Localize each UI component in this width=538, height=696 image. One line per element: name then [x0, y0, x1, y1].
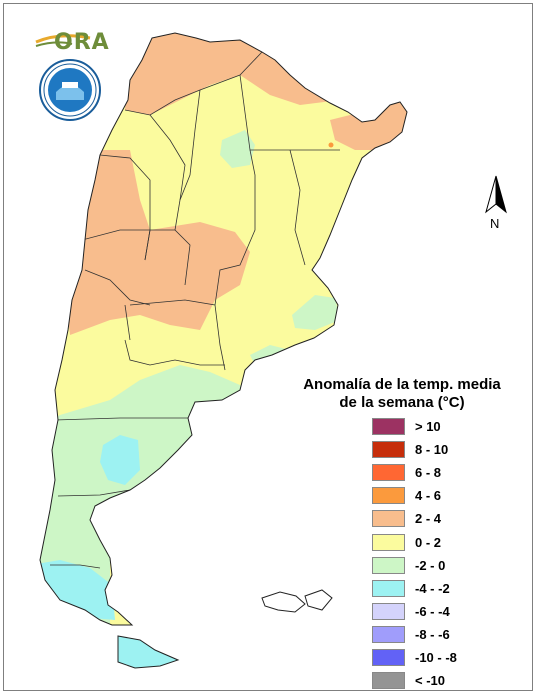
legend-item: -8 - -6: [372, 625, 522, 644]
legend-label: -4 - -2: [415, 580, 450, 596]
legend-title-line1: Anomalía de la temp. media: [303, 376, 501, 393]
legend-item: < -10: [372, 672, 522, 690]
legend-swatch: [372, 441, 405, 459]
legend-swatch: [372, 579, 405, 597]
legend-item: -2 - 0: [372, 556, 522, 575]
legend-item: 2 - 4: [372, 510, 522, 528]
legend-item: 0 - 2: [372, 533, 522, 552]
legend-swatch: [372, 464, 405, 482]
argentina-outline: [39, 32, 408, 626]
legend-item: 8 - 10: [372, 441, 522, 459]
legend-label: < -10: [415, 673, 445, 689]
smn-seal: [39, 59, 101, 121]
legend-swatch: [372, 533, 405, 551]
ora-logo: [35, 34, 91, 47]
legend-swatch: [372, 556, 405, 574]
legend-swatch: [372, 418, 405, 435]
anomaly-zone-west-orange: [60, 150, 250, 335]
malvinas-islands: [261, 589, 333, 613]
legend-swatch: [372, 510, 405, 528]
legend-item: -10 - -8: [372, 649, 522, 667]
legend-label: 0 - 2: [415, 534, 442, 550]
legend-label: > 10: [415, 419, 441, 434]
anomaly-zone-center-green: [220, 130, 255, 168]
legend-label: 2 - 4: [415, 511, 442, 527]
legend-label: -2 - 0: [415, 557, 446, 573]
anomaly-zone-east-green: [292, 295, 340, 330]
legend-item: -4 - -2: [372, 579, 522, 598]
legend-swatch: [372, 672, 405, 690]
legend-item: > 10: [372, 418, 522, 436]
north-label: N: [490, 216, 499, 231]
legend-label: 4 - 6: [415, 488, 442, 504]
ora-logo-text: ORA: [54, 30, 110, 55]
legend-item: -6 - -4: [372, 602, 522, 621]
legend-label: 6 - 8: [415, 465, 442, 481]
tierra-del-fuego: [117, 635, 180, 669]
legend-item: 6 - 8: [372, 464, 522, 482]
legend-swatch: [372, 625, 405, 643]
legend-label: 8 - 10: [415, 442, 449, 458]
anomaly-zone-northeast-orange: [330, 100, 407, 150]
legend-label: -8 - -6: [415, 626, 450, 642]
legend-label: -10 - -8: [415, 650, 457, 665]
legend-item: 4 - 6: [372, 487, 522, 505]
north-arrow-icon: N: [485, 175, 507, 231]
province-boundaries: [50, 51, 340, 569]
legend-label: -6 - -4: [415, 603, 450, 619]
legend-title-line2: de la semana (°C): [339, 394, 465, 411]
legend-swatch: [372, 487, 405, 505]
anomaly-zone-patagonia-cyan: [100, 435, 140, 485]
hotspot-dot: [328, 142, 334, 148]
legend-swatch: [372, 649, 405, 666]
legend-swatch: [372, 602, 405, 620]
